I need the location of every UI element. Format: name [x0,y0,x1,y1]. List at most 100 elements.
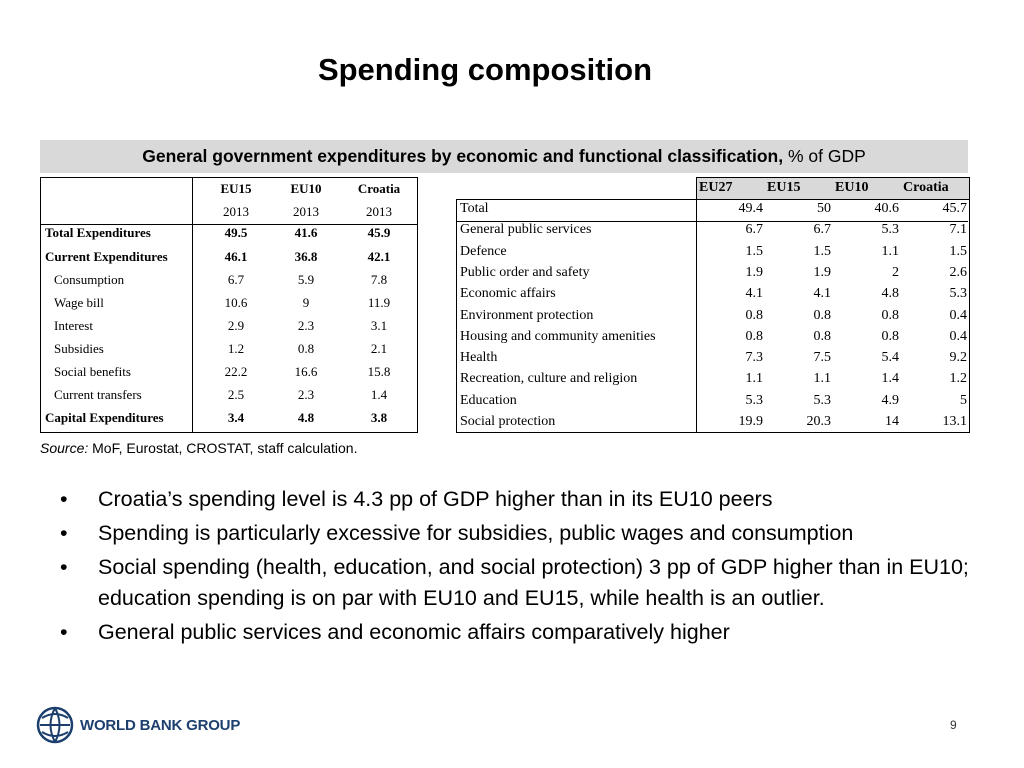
row-value: 1.1 [745,371,764,387]
row-value: 7.3 [745,350,764,366]
row-value: 9.2 [949,350,968,366]
row-label: Housing and community amenities [460,328,656,344]
row-label: Defence [460,243,507,259]
row-value: 1.9 [813,264,832,280]
row-value: 46.1 [224,249,248,264]
bullet-list: • Croatia’s spending level is 4.3 pp of G… [60,484,990,651]
row-value: 3.1 [370,318,388,333]
bullet-text: General public services and economic aff… [98,620,730,644]
row-label: Wage bill [54,295,104,310]
row-value: 4.1 [813,286,832,302]
right-table-row: Economic affairs 4.1 4.1 4.8 5.3 [456,285,968,306]
left-table-row: Social benefits 22.2 16.6 15.8 [41,364,417,387]
row-value: 2 [892,264,899,280]
row-value: 5.9 [297,272,315,287]
row-value: 20.3 [806,414,832,429]
row-value: 41.6 [294,225,318,240]
left-col-header: EU15 [220,181,252,196]
table-caption-bold: General government expenditures by econo… [142,146,784,166]
left-col-year: 2013 [223,204,249,219]
row-value: 19.9 [738,414,764,429]
left-table-row: Capital Expenditures 3.4 4.8 3.8 [41,410,417,433]
row-value: 3.8 [370,410,388,425]
row-value: 15.8 [367,364,391,379]
row-value: 1.5 [745,243,764,259]
logo-text: WORLD BANK GROUP [80,716,241,734]
functional-classification-table: EU27 EU15 EU10 Croatia Total 49.4 50 40.6 45… [456,177,970,433]
row-value: 2.3 [297,387,315,402]
right-table-row: Health 7.3 7.5 5.4 9.2 [456,349,968,370]
row-value: 6.7 [227,272,245,287]
bullet-text: Social spending (health, education, and … [98,555,969,610]
row-value: 4.8 [881,286,900,302]
right-table-row: Education 5.3 5.3 4.9 5 [456,392,968,413]
left-col-header: EU10 [290,181,322,196]
row-value: 40.6 [874,201,900,216]
row-value: 22.2 [224,364,248,379]
row-value: 9 [302,295,310,310]
right-table-row: Recreation, culture and religion 1.1 1.1 1.… [456,370,968,391]
row-value: 50 [817,201,831,216]
source-text: MoF, Eurostat, CROSTAT, staff calculatio… [88,440,358,456]
bullet-dot-icon: • [60,620,68,644]
row-value: 2.5 [227,387,245,402]
row-label: Social benefits [54,364,131,379]
source-label: Source: [40,440,89,456]
row-value: 36.8 [294,249,318,264]
row-value: 1.5 [813,243,832,259]
row-label: Recreation, culture and religion [460,371,638,387]
row-value: 0.8 [881,328,900,344]
row-value: 2.9 [227,318,245,333]
world-bank-logo: WORLD BANK GROUP [36,705,240,745]
row-value: 6.7 [745,222,764,238]
right-col-header: Croatia [903,180,949,195]
right-table-divider [696,199,697,433]
page-number: 9 [950,718,957,732]
row-value: 6.7 [813,222,832,238]
row-label: Public order and safety [460,264,590,280]
row-value: 5.3 [745,392,764,408]
row-value: 5.3 [949,286,968,302]
row-value: 2.1 [370,341,388,356]
right-table-row: General public services 6.7 6.7 5.3 7.1 [456,221,968,242]
row-value: 13.1 [942,414,968,429]
bullet-item: • Croatia’s spending level is 4.3 pp of G… [60,484,990,515]
left-table-row: Wage bill 10.6 9 11.9 [41,295,417,318]
row-value: 14 [885,414,899,429]
table-caption-unit: % of GDP [783,146,866,166]
row-value: 7.5 [813,350,832,366]
row-label: Subsidies [54,341,104,356]
row-value: 45.7 [942,201,968,216]
right-table-row: Defence 1.5 1.5 1.1 1.5 [456,243,968,264]
row-value: 4.8 [297,410,315,425]
left-col-header: Croatia [357,181,401,196]
left-table-row: Subsidies 1.2 0.8 2.1 [41,341,417,364]
right-table-header: EU27 EU15 EU10 Croatia [696,177,970,199]
globe-icon [36,706,74,744]
left-col-year: 2013 [293,204,319,219]
left-table-row: Total Expenditures 49.5 41.6 45.9 [41,225,417,248]
right-table-row: Public order and safety 1.9 1.9 2 2.6 [456,264,968,285]
right-table-row: Environment protection 0.8 0.8 0.8 0.4 [456,307,968,328]
row-value: 1.9 [745,264,764,280]
row-value: 11.9 [367,295,391,310]
economic-classification-table: EU15 EU10 Croatia 2013 2013 2013 Total E… [40,177,418,433]
left-table-row: Interest 2.9 2.3 3.1 [41,318,417,341]
row-value: 10.6 [224,295,248,310]
left-table-header: EU15 EU10 Croatia 2013 2013 2013 [41,178,417,225]
row-value: 0.8 [745,307,764,323]
left-table-row: Current transfers 2.5 2.3 1.4 [41,387,417,410]
left-table-row: Current Expenditures 46.1 36.8 42.1 [41,249,417,272]
row-value: 0.8 [813,328,832,344]
row-value: 45.9 [367,225,391,240]
row-label: Social protection [460,414,556,429]
right-col-header: EU10 [835,180,869,195]
slide-title: Spending composition [317,52,653,87]
row-value: 7.8 [370,272,388,287]
row-value: 0.4 [949,328,968,344]
row-value: 3.4 [227,410,245,425]
row-value: 2.3 [297,318,315,333]
row-label: Total [460,201,489,216]
left-table-divider [192,178,193,432]
row-value: 1.5 [949,243,968,259]
